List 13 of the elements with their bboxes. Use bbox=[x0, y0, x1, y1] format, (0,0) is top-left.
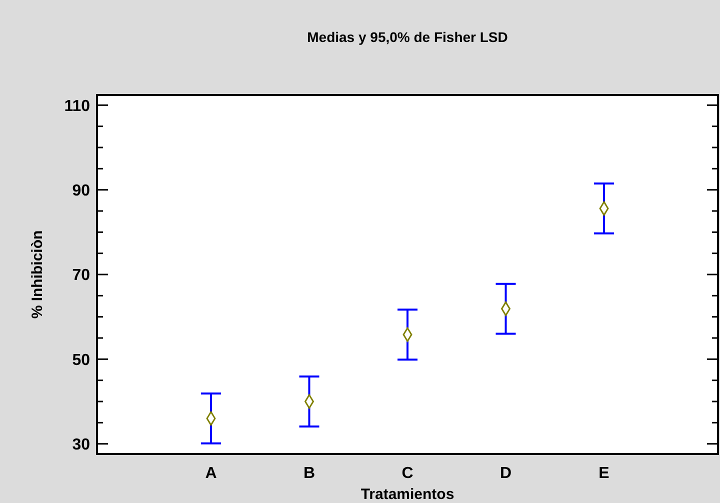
x-tick-label: E bbox=[598, 465, 610, 482]
x-tick-label: C bbox=[402, 465, 414, 482]
x-tick-label: B bbox=[303, 465, 316, 482]
y-tick-label: 110 bbox=[64, 98, 90, 115]
x-axis-title: Tratamientos bbox=[360, 486, 454, 503]
y-tick-label: 30 bbox=[72, 436, 90, 454]
y-tick-label: 50 bbox=[72, 352, 90, 369]
y-tick-label: 90 bbox=[72, 182, 90, 200]
y-tick-label: 70 bbox=[72, 267, 90, 284]
x-tick-label: A bbox=[205, 465, 218, 482]
y-axis-title: % Inhibiciòn bbox=[29, 230, 46, 319]
x-tick-label: D bbox=[500, 465, 512, 482]
chart-title: Medias y 95,0% de Fisher LSD bbox=[307, 29, 508, 45]
